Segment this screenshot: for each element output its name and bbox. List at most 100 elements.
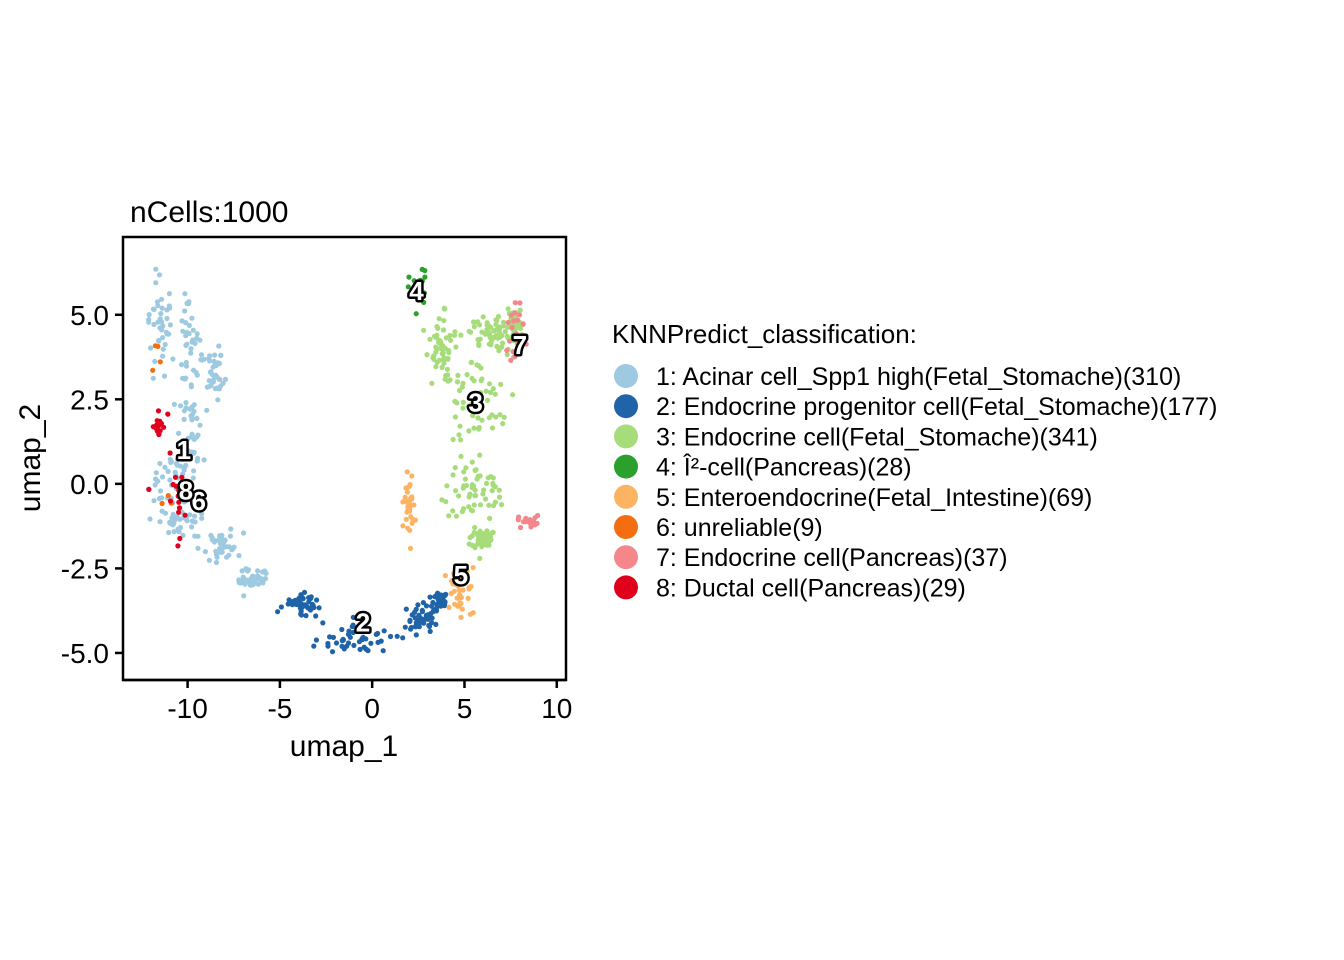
x-axis-label: umap_1 bbox=[290, 730, 398, 763]
point-series-3 bbox=[477, 502, 484, 508]
point-series-1 bbox=[157, 316, 163, 322]
y-tick-label: -5.0 bbox=[61, 638, 109, 669]
point-series-2 bbox=[421, 620, 427, 626]
point-series-7 bbox=[510, 318, 517, 324]
point-series-1 bbox=[166, 331, 172, 337]
point-series-1 bbox=[222, 376, 229, 382]
point-series-1 bbox=[152, 482, 158, 488]
point-series-3 bbox=[516, 323, 522, 329]
point-series-2 bbox=[427, 611, 433, 617]
point-series-1 bbox=[190, 475, 196, 481]
point-series-2 bbox=[278, 604, 284, 610]
point-series-1 bbox=[212, 362, 218, 368]
legend-swatch-5 bbox=[614, 484, 638, 509]
point-series-8 bbox=[167, 450, 173, 456]
point-series-3 bbox=[461, 469, 467, 475]
point-series-3 bbox=[457, 423, 463, 429]
point-series-1 bbox=[183, 462, 189, 468]
point-series-4 bbox=[413, 311, 419, 317]
point-series-7 bbox=[515, 517, 521, 523]
point-series-1 bbox=[182, 308, 188, 314]
point-series-3 bbox=[448, 337, 454, 343]
point-series-3 bbox=[469, 459, 475, 465]
point-series-2 bbox=[314, 597, 320, 603]
point-series-2 bbox=[289, 602, 295, 608]
point-series-1 bbox=[156, 337, 162, 343]
point-series-3 bbox=[431, 333, 438, 339]
point-series-1 bbox=[160, 335, 166, 341]
point-series-1 bbox=[188, 350, 194, 356]
point-series-3 bbox=[484, 542, 490, 548]
point-series-1 bbox=[218, 352, 224, 358]
point-series-5 bbox=[404, 469, 410, 475]
point-series-1 bbox=[183, 400, 189, 406]
point-series-5 bbox=[457, 578, 463, 584]
point-series-1 bbox=[159, 474, 166, 480]
point-series-2 bbox=[434, 602, 440, 608]
point-series-1 bbox=[151, 498, 157, 504]
point-series-3 bbox=[480, 491, 486, 497]
point-series-2 bbox=[438, 602, 444, 609]
point-series-1 bbox=[157, 488, 164, 494]
point-series-3 bbox=[492, 391, 498, 397]
point-series-5 bbox=[406, 483, 412, 489]
point-series-3 bbox=[436, 339, 442, 345]
point-series-3 bbox=[499, 344, 505, 350]
point-series-1 bbox=[162, 510, 169, 516]
point-series-7 bbox=[517, 300, 523, 306]
point-series-3 bbox=[471, 425, 477, 431]
point-series-2 bbox=[426, 623, 433, 630]
point-series-5 bbox=[452, 601, 458, 607]
point-series-3 bbox=[443, 335, 449, 341]
point-series-3 bbox=[427, 336, 433, 342]
point-series-1 bbox=[186, 299, 192, 305]
point-series-2 bbox=[275, 609, 281, 615]
point-series-3 bbox=[470, 319, 477, 325]
point-series-3 bbox=[456, 493, 462, 499]
point-series-7 bbox=[508, 357, 514, 363]
point-series-1 bbox=[182, 498, 188, 504]
series-2-points bbox=[275, 589, 449, 655]
point-series-2 bbox=[427, 594, 433, 600]
point-series-1 bbox=[153, 266, 159, 272]
point-series-7 bbox=[504, 347, 510, 353]
point-series-1 bbox=[191, 408, 197, 414]
point-series-1 bbox=[193, 434, 200, 440]
point-series-3 bbox=[433, 364, 439, 370]
point-series-3 bbox=[429, 380, 435, 386]
point-series-1 bbox=[173, 461, 180, 467]
x-tick-label: -5 bbox=[267, 693, 292, 724]
point-series-8 bbox=[172, 474, 179, 480]
point-series-5 bbox=[407, 527, 413, 533]
point-series-3 bbox=[468, 507, 474, 513]
point-series-3 bbox=[471, 502, 477, 508]
point-series-7 bbox=[528, 524, 534, 530]
point-series-1 bbox=[194, 415, 200, 421]
point-series-3 bbox=[458, 332, 464, 338]
point-series-1 bbox=[229, 547, 235, 553]
point-series-3 bbox=[466, 504, 472, 510]
legend-label-4: 4: Î²-cell(Pancreas)(28) bbox=[656, 453, 912, 482]
point-series-3 bbox=[454, 379, 460, 385]
point-series-2 bbox=[416, 612, 422, 618]
point-series-2 bbox=[297, 605, 303, 611]
legend-swatch-8 bbox=[614, 575, 638, 600]
point-series-2 bbox=[296, 595, 302, 601]
y-axis: -5.0 -2.5 0.0 2.5 5.0 bbox=[61, 300, 123, 669]
point-series-1 bbox=[193, 369, 199, 376]
point-series-3 bbox=[453, 488, 459, 494]
point-series-4 bbox=[405, 284, 411, 290]
point-series-1 bbox=[236, 553, 242, 559]
point-series-3 bbox=[447, 332, 453, 339]
point-series-5 bbox=[403, 516, 409, 522]
point-series-1 bbox=[263, 570, 269, 577]
point-series-3 bbox=[434, 324, 440, 330]
point-series-7 bbox=[523, 341, 529, 347]
point-series-1 bbox=[153, 476, 159, 482]
point-series-3 bbox=[496, 487, 502, 493]
point-series-1 bbox=[210, 379, 216, 385]
point-series-3 bbox=[474, 476, 480, 482]
point-series-1 bbox=[167, 322, 173, 328]
point-series-3 bbox=[442, 306, 448, 312]
point-series-3 bbox=[493, 414, 499, 420]
